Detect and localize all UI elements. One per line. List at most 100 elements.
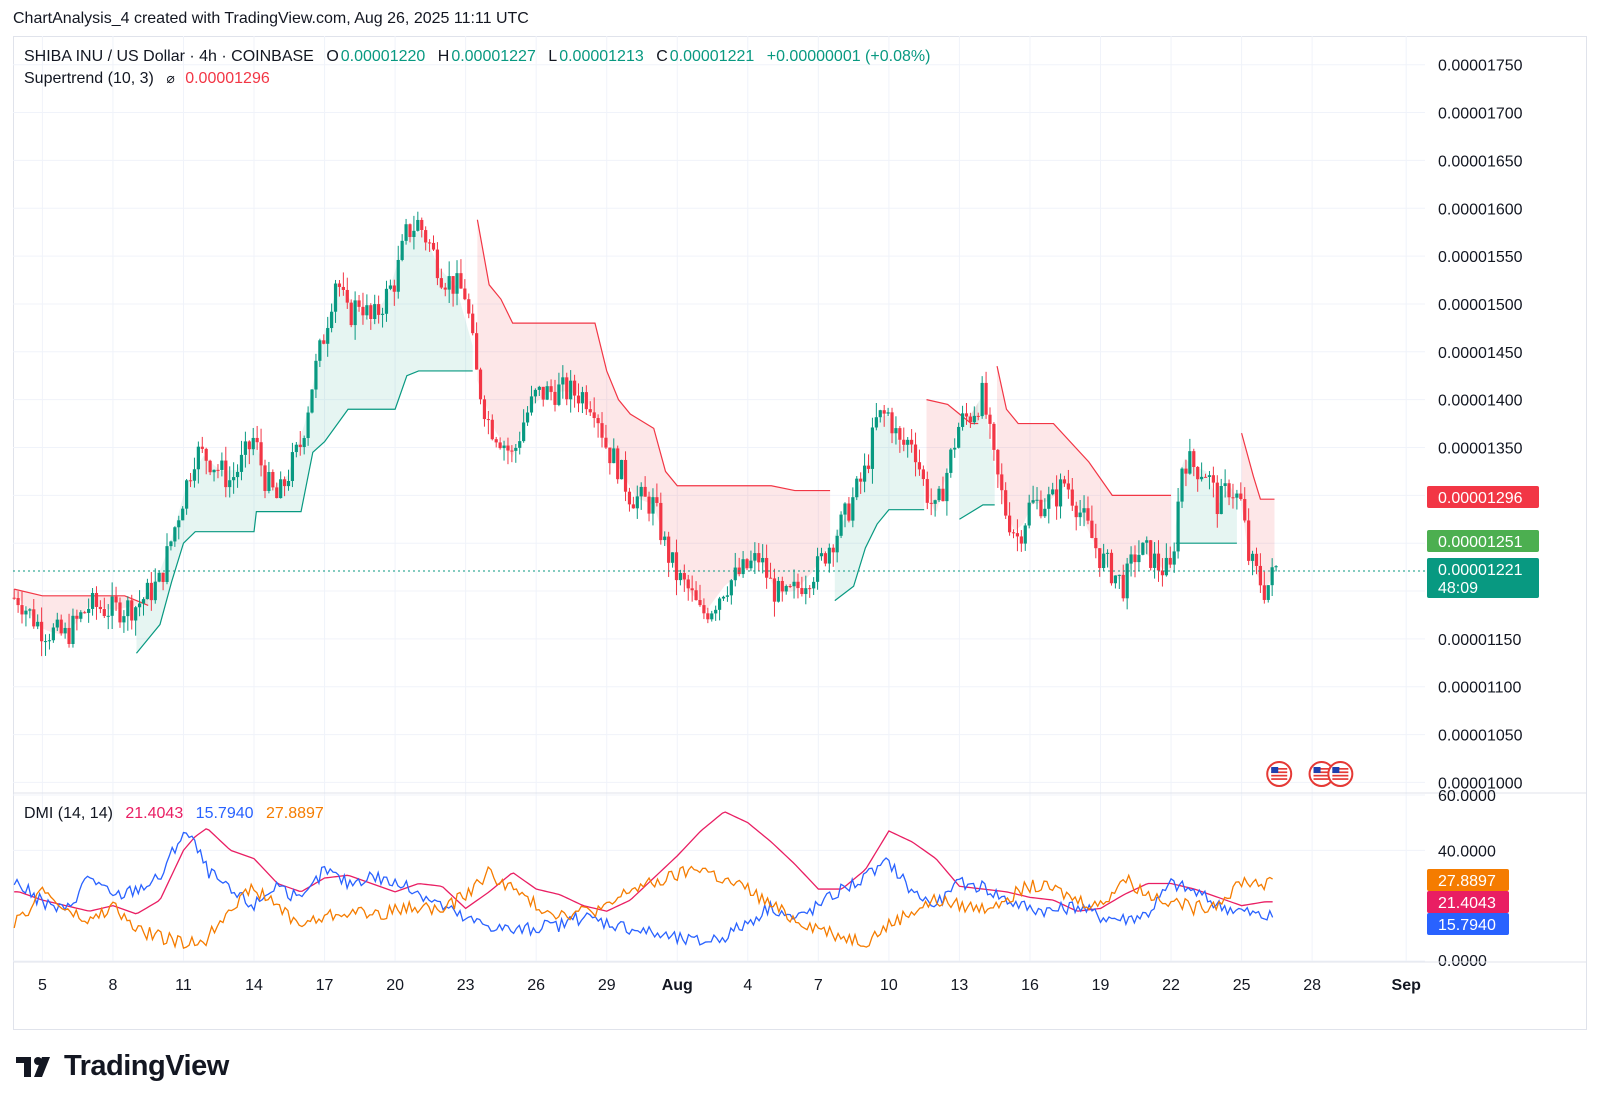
price-tick-label: 0.00001450 [1438, 345, 1523, 362]
candle-down [1184, 459, 1188, 487]
candle-up [79, 610, 83, 623]
candle-up [1113, 575, 1118, 589]
candle-down [204, 447, 208, 475]
candle-down [263, 459, 267, 499]
candle-down [659, 492, 663, 545]
candle-body [620, 459, 624, 480]
candle-up [333, 279, 338, 323]
candle-up [612, 438, 616, 464]
candle-body [43, 641, 48, 643]
candle-body [655, 497, 659, 503]
candle-down [616, 445, 620, 484]
candle-down [1247, 508, 1251, 566]
candle-body [576, 395, 581, 404]
candle-up [1047, 486, 1051, 524]
candle-body [157, 572, 161, 582]
candle-down [686, 574, 690, 601]
us-flag-icon[interactable] [1327, 761, 1354, 787]
candle-up [404, 218, 408, 245]
candle-down [674, 539, 679, 596]
candle-body [51, 627, 55, 641]
candle-body [1102, 553, 1106, 569]
time-tick-label: 13 [951, 977, 969, 994]
candle-body [1035, 499, 1039, 501]
candle-up [106, 604, 110, 630]
candle-body [902, 439, 906, 445]
dmi-legend[interactable]: DMI (14, 14) 21.4043 15.7940 27.8897 [24, 805, 326, 823]
candle-body [1211, 475, 1215, 483]
candle-down [1262, 571, 1266, 604]
candle-up [953, 438, 957, 458]
candle-down [98, 600, 102, 614]
supertrend-band-down [926, 399, 979, 511]
candle-up [557, 372, 561, 407]
tradingview-logo[interactable]: TradingView [16, 1050, 229, 1083]
candle-body [913, 444, 918, 463]
candle-body [181, 508, 185, 521]
candle-up [51, 623, 55, 643]
candle-up [400, 234, 404, 262]
plus-di-label-text: 15.7940 [1438, 917, 1496, 934]
candle-down [541, 386, 545, 407]
candle-up [957, 422, 961, 449]
candle-up [537, 385, 541, 396]
candle-body [772, 578, 777, 602]
close-label: C [656, 48, 668, 65]
candle-body [733, 567, 737, 581]
candle-down [902, 427, 906, 452]
candle-up [1176, 487, 1180, 559]
flag-stripe [1271, 771, 1288, 774]
symbol-title[interactable]: SHIBA INU / US Dollar · 4h · COINBASE [24, 48, 314, 65]
candle-up [87, 598, 91, 623]
candle-body [1129, 554, 1133, 564]
adx-label-bg [1427, 891, 1509, 913]
candle-down [130, 594, 134, 630]
candle-body [1109, 552, 1114, 584]
hidden-eye-icon[interactable]: ⌀ [166, 70, 175, 86]
candle-up [181, 506, 185, 521]
candle-down [361, 292, 365, 325]
time-tick-label: 26 [527, 977, 545, 994]
candle-body [741, 559, 745, 575]
supertrend-band-down [1241, 433, 1275, 591]
candle-down [976, 412, 980, 421]
candle-body [396, 259, 400, 292]
candle-body [188, 480, 193, 482]
candle-body [149, 582, 153, 601]
candle-down [443, 282, 447, 297]
time-tick-label: 23 [457, 977, 475, 994]
candle-down [1007, 502, 1012, 536]
candle-body [1274, 566, 1278, 568]
candle-body [502, 445, 506, 449]
candle-body [588, 409, 592, 413]
candle-body [463, 288, 467, 300]
candle-up [1219, 478, 1223, 515]
supertrend-price-label: 0.00001296 [1427, 486, 1539, 508]
dmi-label[interactable]: DMI (14, 14) [24, 805, 113, 822]
supertrend-label[interactable]: Supertrend (10, 3) [24, 70, 154, 87]
candle-down [604, 424, 608, 450]
candle-down [1015, 519, 1020, 552]
candle-body [1207, 475, 1212, 477]
candle-body [886, 412, 890, 414]
candle-up [326, 316, 330, 357]
chart-frame [13, 36, 1587, 1030]
candle-body [851, 497, 855, 521]
candle-body [243, 441, 247, 455]
supertrend-legend[interactable]: Supertrend (10, 3) ⌀ 0.00001296 [24, 70, 272, 88]
candle-up [306, 406, 310, 446]
candle-body [482, 399, 487, 420]
candle-down [1011, 529, 1016, 539]
candle-body [1184, 468, 1188, 474]
candle-body [972, 415, 976, 423]
candle-body [1160, 570, 1165, 576]
candle-down [627, 487, 632, 512]
us-flag-icon[interactable] [1308, 761, 1335, 787]
us-flag-icon[interactable] [1266, 761, 1293, 787]
candle-body [173, 527, 177, 542]
candle-up [1027, 494, 1031, 529]
candle-down [921, 465, 925, 486]
time-tick-label: 8 [108, 977, 117, 994]
